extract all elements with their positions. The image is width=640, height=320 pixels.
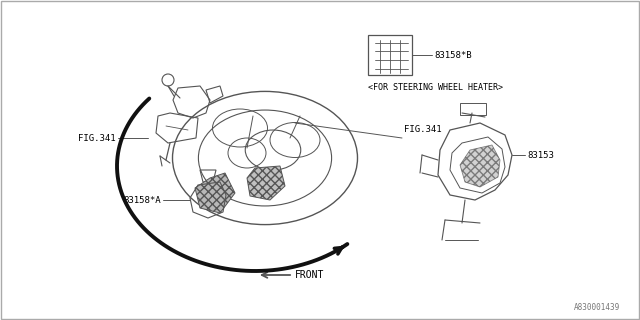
Text: <FOR STEERING WHEEL HEATER>: <FOR STEERING WHEEL HEATER>: [368, 83, 503, 92]
Text: 83153: 83153: [527, 150, 554, 159]
Polygon shape: [247, 166, 285, 200]
Text: FIG.341: FIG.341: [78, 133, 116, 142]
Text: 83158*A: 83158*A: [124, 196, 161, 204]
Text: A830001439: A830001439: [573, 303, 620, 312]
Text: FRONT: FRONT: [295, 270, 324, 280]
Polygon shape: [460, 145, 500, 187]
Polygon shape: [195, 173, 235, 213]
Text: 83158*B: 83158*B: [434, 51, 472, 60]
Text: FIG.341: FIG.341: [404, 125, 442, 134]
